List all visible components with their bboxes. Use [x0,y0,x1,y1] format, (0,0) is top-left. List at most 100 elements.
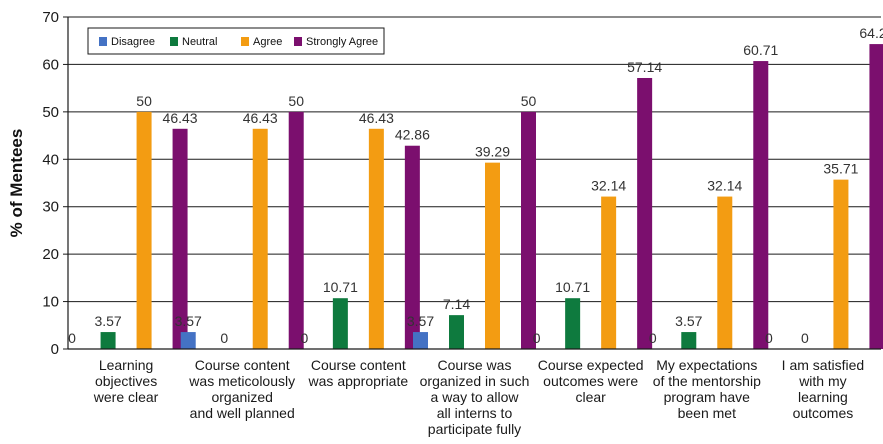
y-tick-label: 40 [42,151,59,168]
data-label: 46.43 [359,110,394,126]
legend-swatch [170,37,178,46]
x-tick-label: outcomes were [543,373,638,389]
bar [601,196,617,349]
bar [565,298,581,349]
data-label: 32.14 [707,178,742,194]
bar [717,196,733,349]
data-label: 42.86 [395,127,430,143]
x-tick-label: Course content [195,357,290,373]
bar [172,128,188,349]
legend-swatch [294,37,302,46]
data-label: 50 [288,93,304,109]
data-label: 7.14 [443,296,470,312]
data-label: 60.71 [743,42,778,58]
x-tick-label: with my [798,373,846,389]
y-axis-label: % of Mentees [7,129,26,238]
legend-swatch [99,37,107,46]
bar [869,44,883,349]
x-tick-label: Course content [311,357,406,373]
data-label: 50 [521,93,537,109]
data-label: 0 [801,330,809,346]
bar [413,332,428,349]
bar [485,162,500,349]
x-tick-label: clear [575,389,606,405]
y-tick-label: 0 [51,341,59,358]
x-tick-label: a way to allow [431,389,520,405]
x-tick-label: outcomes [793,405,854,421]
bar [288,111,304,349]
y-tick-label: 60 [42,56,59,73]
data-label: 39.29 [475,144,510,160]
bar [252,128,268,349]
data-label: 10.71 [555,279,590,295]
axes [67,17,881,350]
x-tick-label: My expectations [656,357,757,373]
bar [100,332,116,349]
data-label: 0 [220,330,228,346]
data-label: 0 [68,330,76,346]
y-tick-label: 50 [42,104,59,121]
bar [404,145,420,349]
x-tick-label: Learning [99,357,154,373]
x-tick-label: Course was [438,357,512,373]
data-label: 3.57 [175,313,202,329]
data-label: 0 [765,330,773,346]
x-tick-label: of the mentorship [653,373,761,389]
y-tick-label: 70 [42,9,59,26]
y-tick-label: 20 [42,246,59,263]
data-label: 10.71 [323,279,358,295]
data-label: 0 [649,330,657,346]
x-tick-label: learning [798,389,848,405]
data-label: 32.14 [591,178,626,194]
x-tick-label: organized [211,389,273,405]
bar [180,332,196,349]
x-tick-label: were clear [93,389,159,405]
data-label: 46.43 [163,110,198,126]
x-tick-label: objectives [95,373,157,389]
legend-box [87,27,385,55]
x-tick-label: been met [678,405,736,421]
data-label: 3.57 [94,313,121,329]
y-tick-label: 10 [42,294,59,311]
data-label: 57.14 [627,59,662,75]
data-label: 50 [136,93,152,109]
x-tick-label: Course expected [538,357,644,373]
bar [136,111,152,349]
legend: Disagree Neutral Agree Strongly Agree [87,27,385,55]
x-tick-label: was meticolously [188,373,295,389]
x-tick-label: participate fully [428,421,521,437]
bar [833,179,849,349]
data-label: 46.43 [243,110,278,126]
legend-label: Neutral [182,36,217,48]
x-tick-label: was appropriate [308,373,409,389]
x-tick-label: I am satisfied [782,357,864,373]
x-tick-label: and well planned [190,405,295,421]
legend-swatch [241,37,249,46]
data-label: 3.57 [675,313,702,329]
data-label: 0 [300,330,308,346]
data-labels: 03.575046.433.57046.4350010.7146.4342.86… [68,25,883,346]
data-label: 3.57 [407,313,434,329]
x-tick-label: program have [664,389,751,405]
bar [637,77,653,350]
bar [368,128,384,349]
legend-label: Agree [253,36,282,48]
bars [100,44,883,350]
bar [449,315,464,349]
y-axis-ticks: 0 10 20 30 40 50 60 70 [42,9,68,358]
bar [521,111,536,349]
x-tick-label: organized in such [420,373,530,389]
x-tick-label: all interns to [437,405,513,421]
gridlines [68,16,881,303]
data-label: 0 [533,330,541,346]
y-tick-label: 30 [42,199,59,216]
bar [753,61,769,349]
legend-label: Strongly Agree [306,36,378,48]
bar [681,332,697,349]
bar [332,298,348,349]
legend-label: Disagree [111,36,155,48]
data-label: 35.71 [823,161,858,177]
data-label: 64.29 [859,25,883,41]
